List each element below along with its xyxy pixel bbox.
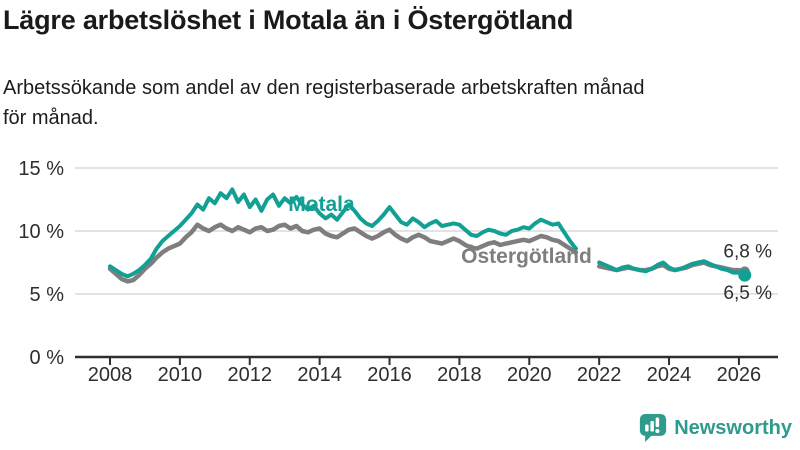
x-axis-tick-label: 2010	[158, 364, 203, 386]
x-axis-tick-label: 2014	[297, 364, 342, 386]
series-line-motala	[597, 259, 747, 278]
series-end-dot-motala	[738, 268, 752, 282]
y-axis-tick-label: 10 %	[18, 221, 64, 243]
series-end-value-label-motala: 6,5 %	[723, 283, 772, 304]
series-end-value-label-östergötland: 6,8 %	[723, 241, 772, 262]
series-label-östergötland: Östergötland	[461, 245, 592, 268]
x-axis-tick-label: 2022	[577, 364, 622, 386]
subtitle-line-1: Arbetssökande som andel av den registerb…	[3, 77, 645, 99]
y-axis-tick-label: 15 %	[18, 158, 64, 180]
x-axis-tick-label: 2024	[647, 364, 692, 386]
series-line-motala	[108, 187, 578, 279]
brand-name: Newsworthy	[674, 416, 792, 439]
y-axis-tick-label: 0 %	[30, 347, 65, 369]
series-line-östergötland	[107, 222, 579, 284]
x-axis-tick-label: 2012	[228, 364, 273, 386]
series-label-motala: Motala	[288, 193, 355, 216]
x-axis-tick-label: 2026	[717, 364, 762, 386]
chart-subtitle: Arbetssökande som andel av den registerb…	[3, 73, 645, 133]
page-title: Lägre arbetslöshet i Motala än i Östergö…	[3, 5, 574, 35]
y-axis-tick-label: 5 %	[30, 284, 65, 306]
brand-footer: Newsworthy	[639, 413, 792, 443]
subtitle-line-2: för månad.	[3, 107, 99, 129]
x-axis-tick-label: 2016	[367, 364, 412, 386]
newsworthy-logo-icon	[640, 414, 667, 442]
x-axis-tick-label: 2008	[88, 364, 133, 386]
x-axis-tick-label: 2020	[507, 364, 552, 386]
x-axis-tick-label: 2018	[437, 364, 482, 386]
